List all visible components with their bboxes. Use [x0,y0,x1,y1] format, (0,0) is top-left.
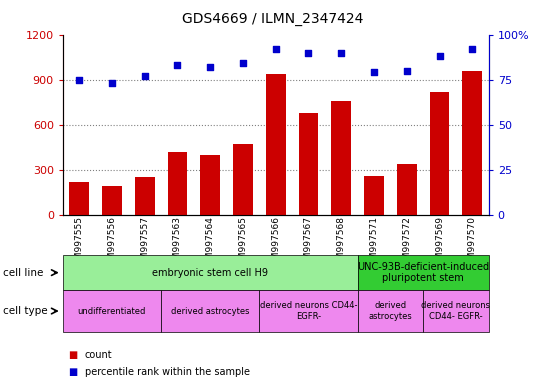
Point [173,62,182,68]
Bar [462,71,482,215]
Text: embryonic stem cell H9: embryonic stem cell H9 [152,268,268,278]
Point [140,73,149,79]
Text: ■: ■ [68,350,78,360]
Bar [200,155,220,215]
Text: count: count [85,350,112,360]
Text: derived astrocytes: derived astrocytes [171,306,250,316]
Text: undifferentiated: undifferentiated [78,306,146,316]
Bar [266,74,286,215]
Bar [102,186,122,215]
Bar [135,177,155,215]
Point [435,53,444,59]
Text: derived neurons
CD44- EGFR-: derived neurons CD44- EGFR- [422,301,490,321]
Text: cell type: cell type [3,306,48,316]
Bar [168,152,187,215]
Point [75,77,84,83]
Text: UNC-93B-deficient-induced
pluripotent stem: UNC-93B-deficient-induced pluripotent st… [357,262,489,283]
Bar [397,164,417,215]
Point [337,50,346,56]
Point [239,60,247,66]
Point [206,64,215,70]
Point [304,50,313,56]
Point [468,46,477,52]
Text: percentile rank within the sample: percentile rank within the sample [85,367,250,377]
Bar [299,113,318,215]
Text: cell line: cell line [3,268,43,278]
Text: derived neurons CD44-
EGFR-: derived neurons CD44- EGFR- [260,301,357,321]
Text: ■: ■ [68,367,78,377]
Point [108,80,116,86]
Text: derived
astrocytes: derived astrocytes [369,301,412,321]
Bar [331,101,351,215]
Text: GDS4669 / ILMN_2347424: GDS4669 / ILMN_2347424 [182,12,364,25]
Point [271,46,280,52]
Point [402,68,411,74]
Point [370,70,378,76]
Bar [430,92,449,215]
Bar [364,176,384,215]
Bar [69,182,89,215]
Bar [233,144,253,215]
